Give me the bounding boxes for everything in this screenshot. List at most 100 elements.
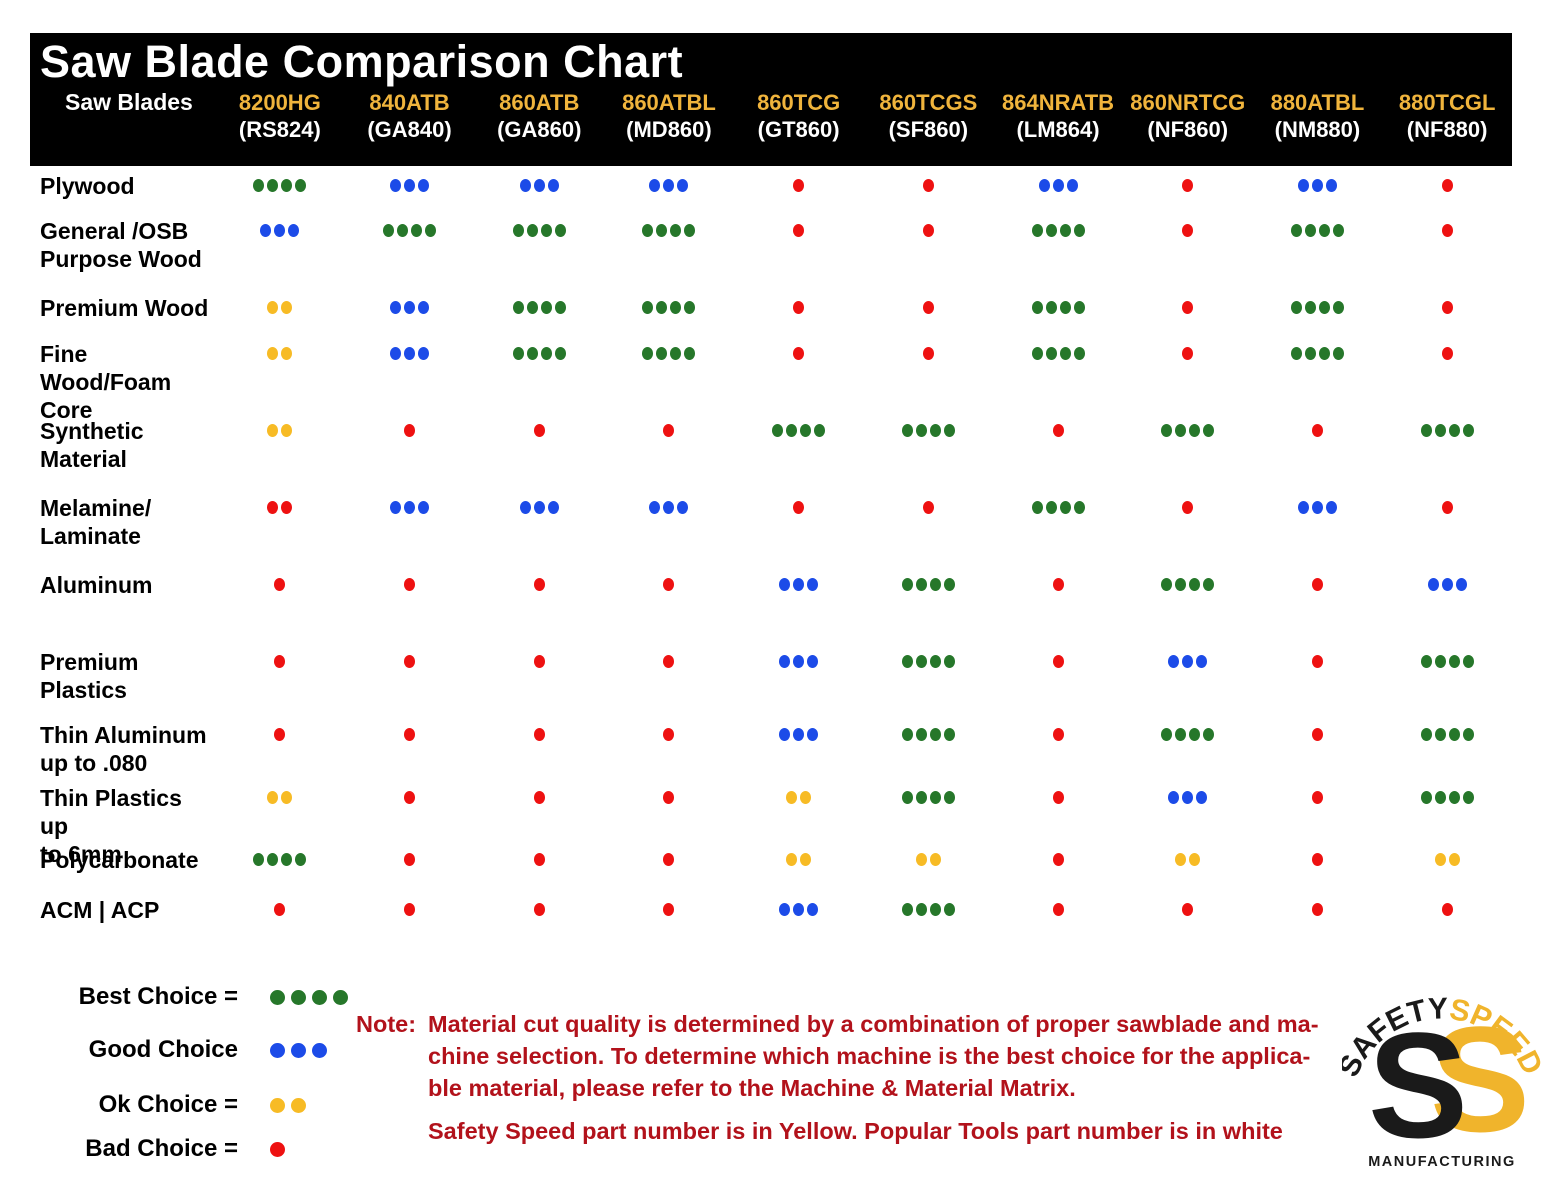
rating-cell [345,172,475,217]
rating-dots-ok [1175,853,1201,866]
rating-dots-bad [533,853,545,866]
red-dot-icon [1182,179,1194,192]
green-dot-icon [929,728,941,741]
column-header-860ATB: 860ATB (GA860) [474,89,604,143]
rating-dots-bad [1311,578,1323,591]
note-first-paragraph: Note: Material cut quality is determined… [356,1008,1376,1104]
popular-tools-part-number: (GA860) [497,116,582,142]
safety-speed-part-number: 860ATBL [622,89,716,115]
green-dot-icon [1175,728,1187,741]
red-dot-icon [533,853,545,866]
red-dot-icon [663,728,675,741]
rating-cell [863,172,993,217]
column-header-860NRTCG: 860NRTCG (NF860) [1123,89,1253,143]
green-dot-icon [1462,655,1474,668]
rating-cell [345,494,475,571]
red-dot-icon [1182,347,1194,360]
green-dot-icon [333,989,348,1005]
column-header-8200HG: 8200HG (RS824) [215,89,345,143]
yellow-dot-icon [1175,853,1187,866]
red-dot-icon [793,301,805,314]
blue-dot-icon [274,224,286,237]
green-dot-icon [253,179,265,192]
rating-dots-good [779,578,819,591]
green-dot-icon [1203,728,1215,741]
blue-dot-icon [547,179,559,192]
rating-cell [863,784,993,868]
green-dot-icon [540,224,552,237]
red-dot-icon [793,347,805,360]
red-dot-icon [663,424,675,437]
blue-dot-icon [260,224,272,237]
rating-cell [604,417,734,494]
rating-cell [1253,571,1383,648]
red-dot-icon [274,578,286,591]
red-dot-icon [533,728,545,741]
red-dot-icon [663,903,675,916]
rating-cell [863,494,993,571]
rating-dots-bad [922,301,934,314]
green-dot-icon [512,224,524,237]
blue-dot-icon [779,903,791,916]
green-dot-icon [411,224,423,237]
rating-cell [1253,721,1383,784]
green-dot-icon [1318,301,1330,314]
green-dot-icon [684,301,696,314]
rating-cell [1123,217,1253,294]
rating-cell [734,648,864,721]
red-dot-icon [267,501,279,514]
note-line: ble material, please refer to the Machin… [428,1075,1076,1101]
rating-cell [993,172,1123,217]
blue-dot-icon [1311,179,1323,192]
red-dot-icon [404,578,416,591]
red-dot-icon [274,655,286,668]
rating-cell [1382,648,1512,721]
popular-tools-part-number: (NF880) [1406,116,1488,142]
rating-cell [474,494,604,571]
rating-dots-best [383,224,437,237]
green-dot-icon [1332,301,1344,314]
blue-dot-icon [404,179,416,192]
rating-cell [1253,340,1383,424]
rating-cell [1123,648,1253,721]
rating-dots-bad [1311,424,1323,437]
rating-cell [1253,217,1383,294]
rating-dots-good [1297,179,1337,192]
green-dot-icon [526,301,538,314]
rating-cell [604,648,734,721]
rating-cell [215,494,345,571]
blue-dot-icon [1427,578,1439,591]
green-dot-icon [295,179,307,192]
popular-tools-part-number: (GT860) [757,116,840,142]
blue-dot-icon [1038,179,1050,192]
green-dot-icon [1161,578,1173,591]
rating-dots-bad [1052,728,1064,741]
rating-dots-ok [267,424,293,437]
red-dot-icon [1052,903,1064,916]
red-dot-icon [1311,903,1323,916]
blue-dot-icon [663,501,675,514]
safety-speed-logo: SAFETYSPEED S S MANUFACTURING [1332,963,1549,1183]
material-label: Melamine/Laminate [40,495,152,549]
green-dot-icon [425,224,437,237]
green-dot-icon [1420,655,1432,668]
green-dot-icon [684,347,696,360]
material-label: ACM | ACP [40,897,160,923]
green-dot-icon [512,301,524,314]
green-dot-icon [915,903,927,916]
rating-dots-bad [1052,578,1064,591]
green-dot-icon [554,224,566,237]
green-dot-icon [1318,224,1330,237]
green-dot-icon [901,903,913,916]
safety-speed-part-number: 880TCGL [1398,89,1496,115]
yellow-dot-icon [281,347,293,360]
green-dot-icon [1448,791,1460,804]
green-dot-icon [901,791,913,804]
rating-cell [474,571,604,648]
red-dot-icon [922,224,934,237]
green-dot-icon [526,224,538,237]
blue-dot-icon [793,903,805,916]
rating-dots-bad [533,424,545,437]
yellow-dot-icon [267,424,279,437]
rating-cell [215,784,345,868]
